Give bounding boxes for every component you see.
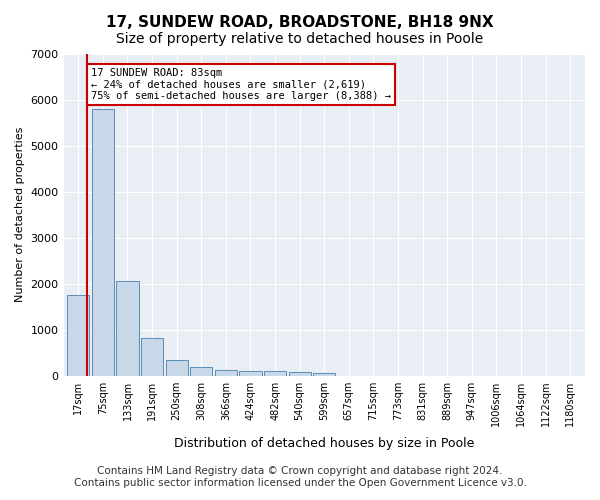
Bar <box>92 109 114 376</box>
Text: 17 SUNDEW ROAD: 83sqm
← 24% of detached houses are smaller (2,619)
75% of semi-d: 17 SUNDEW ROAD: 83sqm ← 24% of detached … <box>91 68 391 101</box>
Bar <box>313 373 335 376</box>
Bar <box>289 372 311 376</box>
Bar <box>215 370 237 376</box>
Bar <box>190 367 212 376</box>
Bar <box>166 360 188 376</box>
Bar <box>239 371 262 376</box>
Text: 17, SUNDEW ROAD, BROADSTONE, BH18 9NX: 17, SUNDEW ROAD, BROADSTONE, BH18 9NX <box>106 15 494 30</box>
Text: Size of property relative to detached houses in Poole: Size of property relative to detached ho… <box>116 32 484 46</box>
Text: Contains HM Land Registry data © Crown copyright and database right 2024.
Contai: Contains HM Land Registry data © Crown c… <box>74 466 526 487</box>
Bar <box>141 338 163 376</box>
X-axis label: Distribution of detached houses by size in Poole: Distribution of detached houses by size … <box>174 437 475 450</box>
Y-axis label: Number of detached properties: Number of detached properties <box>15 127 25 302</box>
Bar <box>67 295 89 376</box>
Bar <box>264 372 286 376</box>
Bar <box>116 282 139 376</box>
